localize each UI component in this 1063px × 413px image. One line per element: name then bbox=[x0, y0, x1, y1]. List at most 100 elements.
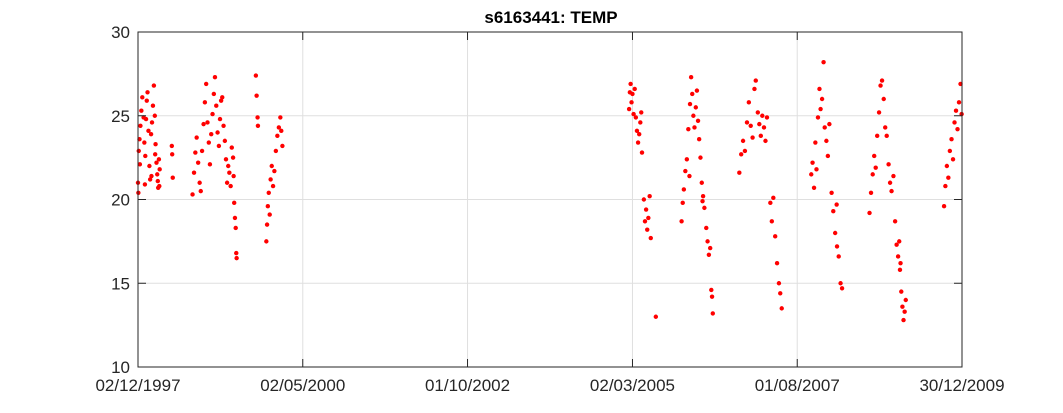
data-point bbox=[138, 123, 143, 128]
data-point bbox=[953, 108, 959, 113]
data-point bbox=[207, 162, 213, 167]
data-point bbox=[143, 116, 149, 122]
data-point bbox=[688, 75, 694, 80]
data-point bbox=[229, 145, 234, 150]
data-point bbox=[750, 135, 755, 140]
data-point bbox=[629, 100, 634, 105]
data-point bbox=[737, 170, 742, 175]
data-point bbox=[899, 289, 904, 294]
data-point bbox=[205, 120, 210, 125]
data-point bbox=[267, 212, 272, 217]
data-point bbox=[152, 152, 158, 157]
data-point bbox=[233, 225, 238, 231]
data-point bbox=[769, 219, 775, 224]
data-point bbox=[199, 148, 205, 154]
data-point bbox=[693, 105, 698, 110]
data-point bbox=[197, 180, 202, 185]
data-point bbox=[279, 128, 284, 134]
data-point bbox=[143, 153, 148, 159]
data-point bbox=[222, 138, 228, 144]
data-point bbox=[898, 260, 903, 266]
data-point bbox=[694, 88, 700, 93]
data-point bbox=[814, 167, 819, 172]
y-tick-label: 25 bbox=[111, 107, 130, 126]
x-tick-label: 02/12/1997 bbox=[95, 376, 180, 395]
data-point bbox=[201, 121, 206, 127]
data-point bbox=[943, 183, 948, 189]
data-point bbox=[214, 103, 219, 108]
data-point bbox=[950, 157, 956, 162]
data-point bbox=[634, 128, 640, 134]
y-axis: 10 15 20 25 30 bbox=[111, 23, 962, 377]
data-point bbox=[902, 309, 907, 314]
data-point bbox=[195, 160, 201, 165]
data-point bbox=[879, 78, 885, 83]
data-point bbox=[221, 123, 226, 128]
data-point bbox=[834, 202, 839, 207]
data-point bbox=[839, 286, 845, 291]
data-point bbox=[156, 157, 162, 162]
data-point bbox=[709, 287, 714, 293]
data-point bbox=[231, 173, 236, 179]
data-point bbox=[190, 192, 195, 197]
data-point bbox=[748, 123, 753, 128]
data-point bbox=[255, 123, 261, 128]
data-point bbox=[264, 239, 269, 244]
data-point bbox=[265, 204, 271, 209]
data-point bbox=[834, 244, 840, 249]
data-point bbox=[867, 210, 872, 216]
data-point bbox=[276, 125, 282, 130]
data-point bbox=[947, 148, 953, 154]
data-point bbox=[760, 113, 765, 118]
data-point bbox=[706, 252, 712, 257]
data-point bbox=[868, 190, 874, 195]
data-point bbox=[154, 160, 159, 165]
data-point bbox=[170, 175, 175, 180]
data-point bbox=[874, 133, 880, 139]
data-point bbox=[149, 120, 155, 125]
data-point bbox=[268, 177, 273, 182]
data-point bbox=[217, 116, 223, 122]
data-point bbox=[744, 120, 750, 125]
data-point bbox=[704, 225, 709, 231]
data-point bbox=[742, 148, 748, 154]
data-point bbox=[280, 143, 285, 149]
data-point bbox=[272, 168, 277, 174]
x-tick-label: 01/08/2007 bbox=[755, 376, 840, 395]
data-point bbox=[758, 133, 764, 139]
data-point bbox=[148, 131, 154, 137]
data-point bbox=[887, 180, 893, 185]
data-point bbox=[631, 111, 636, 117]
data-point bbox=[956, 100, 962, 105]
data-point bbox=[809, 172, 814, 177]
data-point bbox=[690, 91, 695, 97]
data-point bbox=[873, 165, 878, 170]
data-point bbox=[772, 234, 778, 239]
x-tick-label: 01/10/2002 bbox=[425, 376, 510, 395]
data-point bbox=[273, 148, 279, 154]
data-point bbox=[691, 113, 696, 118]
data-point bbox=[831, 209, 836, 214]
grid-lines bbox=[138, 32, 962, 367]
data-point bbox=[142, 182, 148, 187]
data-point bbox=[193, 150, 198, 155]
y-tick-label: 30 bbox=[111, 23, 130, 42]
data-point bbox=[151, 83, 157, 88]
data-point bbox=[768, 200, 773, 206]
data-point bbox=[150, 103, 156, 108]
data-point bbox=[215, 130, 220, 135]
data-point bbox=[838, 281, 843, 286]
data-point bbox=[894, 242, 899, 247]
data-point bbox=[822, 125, 827, 130]
data-point bbox=[891, 173, 896, 179]
data-point bbox=[633, 115, 639, 120]
data-point bbox=[643, 207, 649, 212]
data-point bbox=[646, 215, 651, 221]
data-point bbox=[700, 198, 705, 204]
data-point bbox=[211, 91, 217, 97]
data-point bbox=[194, 135, 199, 140]
data-point bbox=[226, 163, 231, 169]
data-point bbox=[254, 93, 259, 98]
data-point bbox=[647, 193, 652, 199]
